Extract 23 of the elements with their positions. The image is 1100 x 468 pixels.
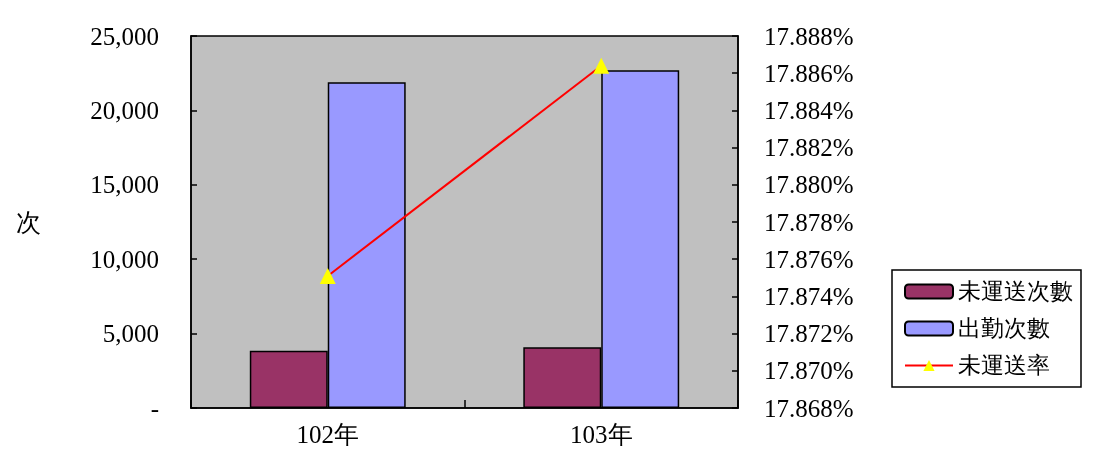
x-tick-label: 102年 bbox=[296, 421, 359, 448]
y2-tick-label: 17.880% bbox=[764, 171, 854, 199]
y2-tick-label: 17.872% bbox=[764, 320, 854, 348]
y2-tick-label: 17.882% bbox=[764, 134, 854, 162]
x-tick-label: 103年 bbox=[570, 421, 633, 448]
legend-label: 出勤次數 bbox=[958, 316, 1050, 341]
legend-label: 未運送率 bbox=[958, 353, 1050, 378]
y-tick-label: 25,000 bbox=[90, 22, 159, 50]
y-tick-label: 15,000 bbox=[90, 171, 159, 199]
y2-tick-label: 17.868% bbox=[764, 394, 854, 422]
y-tick-label: - bbox=[150, 394, 159, 422]
y-tick-label: 10,000 bbox=[90, 245, 159, 273]
y2-tick-label: 17.874% bbox=[764, 282, 854, 310]
y-tick-label: 5,000 bbox=[102, 320, 159, 348]
y2-tick-label: 17.884% bbox=[764, 96, 854, 124]
y2-tick-label: 17.870% bbox=[764, 357, 854, 385]
y-axis-title: 次 bbox=[16, 208, 41, 236]
legend-label: 未運送次數 bbox=[958, 279, 1073, 304]
y2-tick-label: 17.878% bbox=[764, 208, 854, 236]
y-tick-label: 20,000 bbox=[90, 96, 159, 124]
y2-tick-label: 17.886% bbox=[764, 59, 854, 87]
y2-tick-label: 17.876% bbox=[764, 245, 854, 273]
y2-tick-label: 17.888% bbox=[764, 22, 854, 50]
